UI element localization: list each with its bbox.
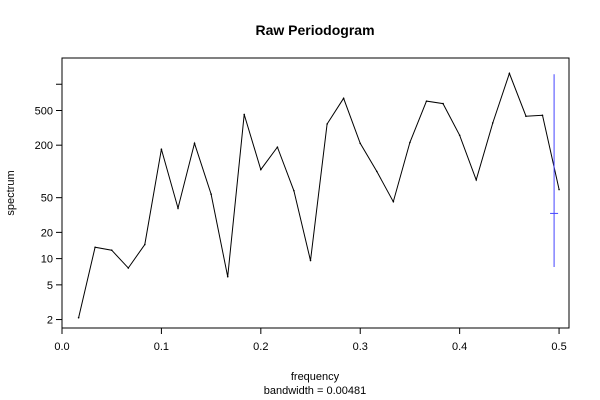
series-0-point-29 [558,188,560,191]
x-tick-label-5: 0.5 [551,341,566,353]
series-0-point-14 [309,259,312,262]
bandwidth-label: bandwidth = 0.00481 [264,385,366,397]
x-tick-label-4: 0.4 [452,341,467,353]
series-0-point-22 [442,102,444,105]
series-0-point-16 [342,97,345,100]
series-0-point-2 [110,249,113,251]
series-0-point-20 [409,141,411,144]
series-0-point-10 [243,113,246,116]
series-0-point-6 [177,207,179,209]
y-tick-label-5: 200 [35,140,53,152]
series-0-point-12 [276,146,279,148]
series-0-point-23 [458,134,461,137]
x-axis: 0.0 0.1 0.2 0.3 0.4 0.5 [54,328,567,353]
x-axis-label: frequency [291,371,340,383]
series-0-point-7 [193,142,196,145]
series-0-point-13 [293,189,295,192]
series-0-point-4 [144,243,146,246]
x-tick-label-1: 0.1 [154,341,169,353]
y-tick-label-6: 500 [35,105,53,117]
series-0-point-27 [525,115,527,118]
series-0-point-3 [127,267,130,269]
chart-title: Raw Periodogram [255,22,374,38]
y-tick-label-1: 5 [47,280,53,292]
series-0-point-28 [541,114,544,117]
series-0-point-24 [475,179,478,181]
series-0-point-15 [326,123,328,125]
y-tick-label-4: 50 [41,193,53,205]
series-line-0 [78,71,560,318]
x-tick-label-2: 0.2 [253,341,268,353]
series-0-point-25 [491,122,494,124]
y-tick-label-0: 2 [47,315,53,327]
plot-frame [61,57,570,329]
series-0-point-1 [94,246,96,249]
series-0-point-8 [210,193,212,195]
series-0-point-17 [359,142,362,145]
series-0-point-21 [425,100,428,102]
x-tick-label-3: 0.3 [353,341,368,353]
y-tick-label-3: 20 [41,227,53,239]
series-layer [77,71,560,319]
x-tick-label-0: 0.0 [54,341,69,353]
confidence-bar [550,74,559,268]
series-0-point-9 [226,275,229,278]
series-0-point-19 [392,200,395,203]
series-0-point-0 [77,316,80,319]
series-0-point-26 [508,72,511,75]
series-0-point-11 [260,168,262,171]
y-tick-label-2: 10 [41,254,53,266]
series-0-point-18 [376,170,378,173]
y-axis: 2 5 10 20 50 200 500 [35,83,62,327]
y-axis-label: spectrum [5,170,17,215]
series-0-point-5 [160,148,163,150]
